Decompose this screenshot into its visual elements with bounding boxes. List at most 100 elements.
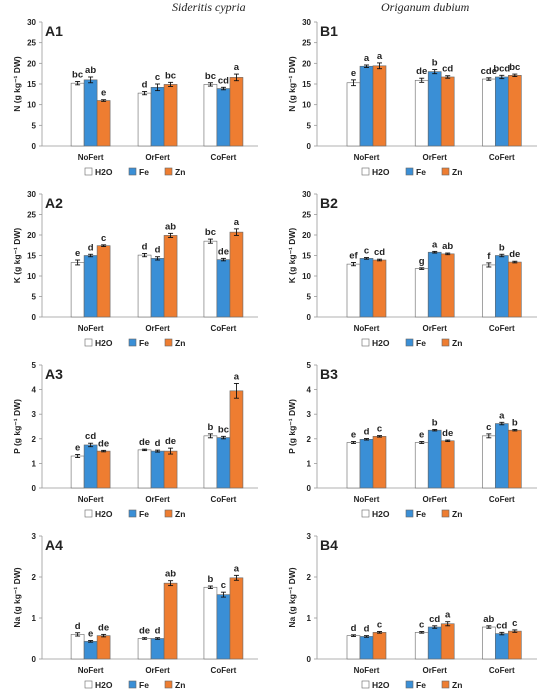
legend-label-zn: Zn	[452, 167, 462, 177]
significance-letter: de	[139, 626, 150, 637]
bar-zn	[372, 259, 387, 318]
bar-fe	[427, 429, 442, 489]
y-tick-label: 20	[302, 231, 311, 240]
legend-swatch-h2o	[361, 680, 370, 689]
y-axis-label: P (g kg⁻¹ DW)	[12, 399, 22, 454]
y-tick-label: 30	[27, 190, 36, 199]
y-tick-label: 0	[32, 142, 37, 151]
y-tick-label: 0	[307, 313, 312, 322]
significance-letter: bc	[205, 227, 216, 238]
y-tick-label: 2	[32, 573, 37, 582]
significance-letter: a	[377, 51, 383, 62]
bar-zn	[96, 450, 111, 489]
x-tick-label: OrFert	[145, 324, 170, 333]
bar-fe	[83, 641, 98, 660]
panel-label-b1: B1	[320, 23, 338, 39]
x-tick-label: NoFert	[78, 153, 104, 162]
legend-swatch-zn	[164, 167, 173, 176]
bar-h2o	[137, 254, 152, 318]
legend-swatch-fe	[405, 680, 414, 689]
significance-letter: bc	[205, 71, 216, 82]
significance-letter: d	[364, 624, 370, 635]
x-tick-label: NoFert	[78, 324, 104, 333]
y-tick-label: 3	[307, 410, 312, 419]
significance-letter: e	[351, 430, 356, 441]
bar-fe	[216, 437, 231, 489]
bar-h2o	[481, 435, 496, 489]
significance-letter: b	[208, 574, 214, 585]
significance-letter: de	[416, 66, 427, 77]
legend-swatch-h2o	[361, 167, 370, 176]
significance-letter: a	[234, 217, 240, 228]
y-tick-label: 3	[307, 532, 312, 541]
bar-zn	[163, 450, 178, 489]
y-tick-label: 10	[27, 101, 36, 110]
legend-label-h2o: H2O	[95, 167, 113, 177]
legend-label-h2o: H2O	[95, 509, 113, 519]
legend-swatch-fe	[128, 167, 137, 176]
bar-h2o	[70, 262, 85, 318]
y-tick-label: 25	[27, 211, 36, 220]
y-tick-label: 5	[307, 361, 312, 370]
legend-label-zn: Zn	[452, 509, 462, 519]
significance-letter: c	[101, 233, 106, 244]
legend-swatch-zn	[441, 338, 450, 347]
bar-h2o	[414, 79, 429, 147]
bar-h2o	[481, 78, 496, 147]
bar-h2o	[137, 449, 152, 489]
y-axis-label: Na (g kg⁻¹ DW)	[287, 567, 297, 627]
bar-fe	[83, 79, 98, 147]
bar-zn	[507, 261, 522, 318]
legend-swatch-zn	[164, 680, 173, 689]
legend-swatch-fe	[128, 509, 137, 518]
significance-letter: ab	[165, 569, 176, 580]
x-tick-label: CoFert	[211, 324, 237, 333]
bar-h2o	[414, 442, 429, 489]
bar-zn	[507, 630, 522, 660]
significance-letter: g	[419, 256, 425, 267]
significance-letter: e	[101, 88, 106, 99]
y-tick-label: 15	[27, 80, 36, 89]
legend-label-h2o: H2O	[95, 680, 113, 690]
y-tick-label: 15	[302, 252, 311, 261]
left-column-title: Sideritis cypria	[172, 0, 246, 14]
y-tick-label: 2	[307, 435, 312, 444]
legend-swatch-fe	[128, 338, 137, 347]
significance-letter: bc	[165, 70, 176, 81]
bar-h2o	[203, 84, 218, 147]
legend-label-zn: Zn	[175, 167, 185, 177]
bar-fe	[427, 71, 442, 147]
bar-fe	[83, 444, 98, 489]
significance-letter: b	[208, 422, 214, 433]
y-axis-label: N (g kg⁻¹ DW)	[12, 56, 22, 112]
panel-label-a1: A1	[45, 23, 63, 39]
x-tick-label: NoFert	[78, 666, 104, 675]
x-tick-label: NoFert	[354, 153, 380, 162]
significance-letter: a	[445, 610, 451, 621]
significance-letter: e	[88, 629, 93, 640]
bar-zn	[96, 100, 111, 147]
legend-swatch-fe	[405, 338, 414, 347]
significance-letter: cd	[429, 614, 440, 625]
significance-letter: a	[499, 410, 505, 421]
x-tick-label: OrFert	[145, 666, 170, 675]
bar-fe	[216, 88, 231, 147]
significance-letter: f	[487, 251, 491, 262]
significance-letter: b	[512, 417, 518, 428]
y-tick-label: 0	[307, 655, 312, 664]
panel-label-a2: A2	[45, 195, 63, 211]
y-tick-label: 0	[32, 313, 37, 322]
y-tick-label: 4	[307, 386, 312, 395]
legend-label-fe: Fe	[139, 338, 149, 348]
significance-letter: a	[234, 62, 240, 73]
y-tick-label: 25	[302, 211, 311, 220]
significance-letter: ab	[85, 65, 96, 76]
bar-fe	[359, 258, 374, 318]
bar-zn	[163, 235, 178, 318]
legend-label-h2o: H2O	[372, 509, 390, 519]
bar-fe	[150, 638, 165, 660]
bar-h2o	[203, 435, 218, 489]
significance-letter: bc	[218, 424, 229, 435]
